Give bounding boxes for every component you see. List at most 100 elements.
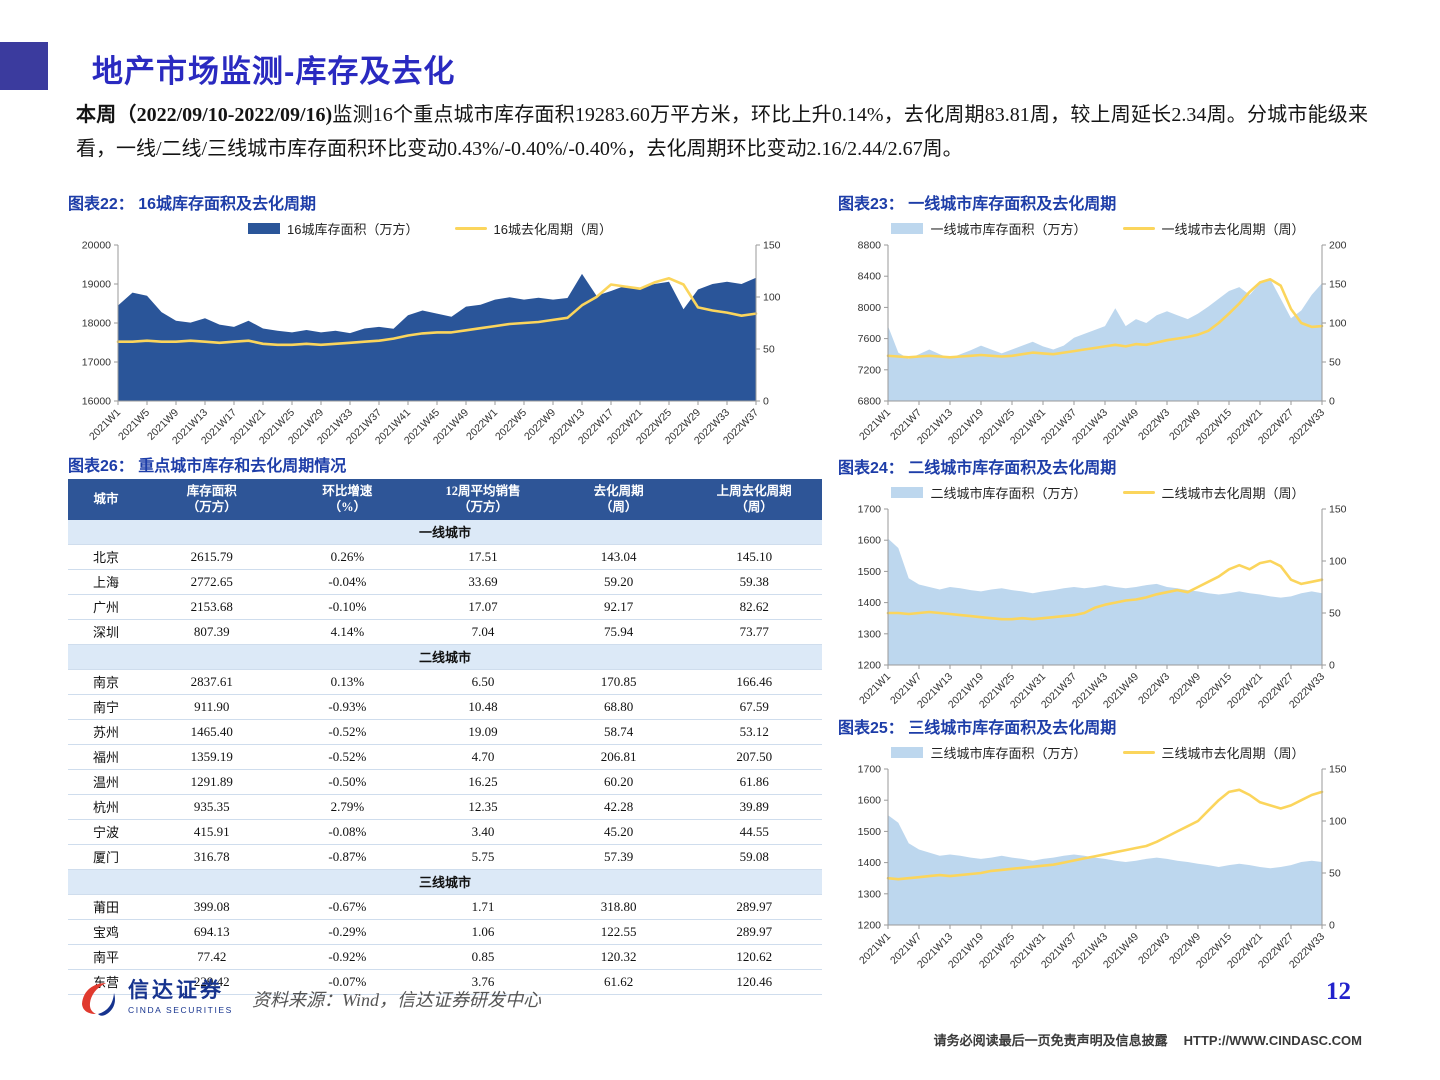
- svg-text:1400: 1400: [858, 857, 882, 869]
- summary-paragraph: 本周（2022/09/10-2022/09/16)监测16个重点城市库存面积19…: [76, 98, 1368, 167]
- svg-text:50: 50: [1329, 608, 1341, 620]
- table-row: 上海 2772.65 -0.04% 33.69 59.20 59.38: [68, 569, 822, 595]
- value-cell: 415.91: [144, 819, 280, 845]
- legend-label: 16城库存面积（万方）: [287, 221, 419, 237]
- svg-text:100: 100: [1329, 816, 1347, 828]
- city-name-cell: 杭州: [68, 794, 144, 820]
- value-cell: 0.85: [415, 944, 551, 970]
- summary-body: 监测16个重点城市库存面积19283.60万平方米，环比上升0.14%，去化周期…: [76, 104, 1369, 161]
- chart-legend: 三线城市库存面积（万方） 三线城市去化周期（周）: [838, 741, 1358, 763]
- chart-block-22: 图表22： 16城库存面积及去化周期 16城库存面积（万方） 16城去化周期（周）…: [68, 190, 792, 458]
- legend-item: 一线城市去化周期（周）: [1122, 219, 1305, 238]
- value-cell: 143.04: [550, 544, 687, 570]
- chart-title: 图表25： 三线城市库存面积及去化周期: [838, 720, 1117, 737]
- svg-text:100: 100: [1329, 556, 1347, 568]
- legend-label: 三线城市库存面积（万方）: [930, 745, 1087, 761]
- value-cell: 45.20: [550, 819, 687, 845]
- value-cell: 6.50: [415, 669, 551, 695]
- value-cell: 67.59: [686, 694, 822, 720]
- value-cell: 2.79%: [279, 794, 416, 820]
- svg-text:8800: 8800: [858, 240, 882, 252]
- value-cell: -0.29%: [279, 919, 416, 945]
- value-cell: 58.74: [550, 719, 687, 745]
- value-cell: 206.81: [550, 744, 687, 770]
- value-cell: 4.14%: [279, 619, 416, 645]
- svg-text:2021W1: 2021W1: [857, 671, 893, 707]
- svg-text:150: 150: [1329, 279, 1347, 291]
- table-section-row: 三线城市: [68, 869, 822, 895]
- legend-label: 16城去化周期（周）: [493, 221, 612, 237]
- table-row: 南京 2837.61 0.13% 6.50 170.85 166.46: [68, 669, 822, 695]
- svg-text:1700: 1700: [858, 764, 882, 776]
- value-cell: 166.46: [686, 669, 822, 695]
- value-cell: 5.75: [415, 844, 551, 870]
- value-cell: 807.39: [144, 619, 280, 645]
- value-cell: 935.35: [144, 794, 280, 820]
- value-cell: 53.12: [686, 719, 822, 745]
- svg-text:7600: 7600: [858, 333, 882, 345]
- svg-text:1400: 1400: [858, 597, 882, 609]
- svg-text:1600: 1600: [858, 535, 882, 547]
- city-name-cell: 广州: [68, 594, 144, 620]
- svg-text:200: 200: [1329, 240, 1347, 252]
- city-name-cell: 宁波: [68, 819, 144, 845]
- cinda-logo-text: 信达证券 CINDA SECURITIES: [128, 979, 233, 1014]
- legend-line-swatch: [1122, 750, 1155, 754]
- chart-block-25: 图表25： 三线城市库存面积及去化周期 三线城市库存面积（万方） 三线城市去化周期…: [838, 714, 1358, 982]
- svg-text:20000: 20000: [82, 240, 111, 252]
- city-name-cell: 南平: [68, 944, 144, 970]
- value-cell: 82.62: [686, 594, 822, 620]
- table-header-cell: 12周平均销售 （万方）: [415, 479, 551, 520]
- table-header-cell: 库存面积 （万方）: [144, 479, 280, 520]
- legend-area-swatch: [891, 222, 924, 234]
- table-row: 广州 2153.68 -0.10% 17.07 92.17 82.62: [68, 594, 822, 620]
- city-name-cell: 东营: [68, 969, 144, 995]
- svg-text:19000: 19000: [82, 279, 111, 291]
- table-header-cell: 去化周期 （周）: [550, 479, 687, 520]
- svg-text:2022W3: 2022W3: [1136, 671, 1172, 707]
- svg-text:100: 100: [763, 292, 781, 304]
- value-cell: 73.77: [686, 619, 822, 645]
- value-cell: -0.50%: [279, 769, 416, 795]
- legend-area-swatch: [891, 746, 924, 758]
- city-name-cell: 北京: [68, 544, 144, 570]
- page-title: 地产市场监测-库存及去化: [92, 54, 456, 89]
- table-row: 宁波 415.91 -0.08% 3.40 45.20 44.55: [68, 819, 822, 845]
- table-row: 南平 77.42 -0.92% 0.85 120.32 120.62: [68, 944, 822, 970]
- table-section-label: 一线城市: [68, 519, 822, 545]
- svg-text:17000: 17000: [82, 357, 111, 369]
- table-section-row: 二线城市: [68, 644, 822, 670]
- legend-line-swatch: [454, 226, 487, 230]
- svg-text:50: 50: [1329, 868, 1341, 880]
- value-cell: 1.06: [415, 919, 551, 945]
- chart-svg: 1200 1300 1400 1500 1600 1700 0 50 100 150 2021W1 2…: [857, 764, 1347, 971]
- value-cell: 229.42: [144, 969, 280, 995]
- svg-text:1300: 1300: [858, 888, 882, 900]
- table-section-label: 三线城市: [68, 869, 822, 895]
- value-cell: 4.70: [415, 744, 551, 770]
- page-number: 12: [1326, 978, 1351, 1005]
- value-cell: 77.42: [144, 944, 280, 970]
- legend-label: 二线城市库存面积（万方）: [930, 485, 1087, 501]
- value-cell: 207.50: [686, 744, 822, 770]
- table-header-cell: 城市: [68, 479, 144, 520]
- value-cell: 3.76: [415, 969, 551, 995]
- value-cell: 57.39: [550, 844, 687, 870]
- value-cell: -0.08%: [279, 819, 416, 845]
- chart-svg: 16000170001800019000200000501001502021W1…: [82, 240, 781, 447]
- value-cell: -0.92%: [279, 944, 416, 970]
- value-cell: 59.08: [686, 844, 822, 870]
- city-name-cell: 苏州: [68, 719, 144, 745]
- table-row: 杭州 935.35 2.79% 12.35 42.28 39.89: [68, 794, 822, 820]
- value-cell: 1291.89: [144, 769, 280, 795]
- svg-text:8400: 8400: [858, 271, 882, 283]
- value-cell: 68.80: [550, 694, 687, 720]
- website-url: HTTP://WWW.CINDASC.COM: [1183, 1033, 1362, 1048]
- svg-text:2022W3: 2022W3: [1136, 407, 1172, 443]
- summary-lead: 本周（2022/09/10-2022/09/16): [76, 104, 333, 126]
- city-name-cell: 温州: [68, 769, 144, 795]
- table-row: 厦门 316.78 -0.87% 5.75 57.39 59.08: [68, 844, 822, 870]
- value-cell: 59.38: [686, 569, 822, 595]
- city-name-cell: 宝鸡: [68, 919, 144, 945]
- value-cell: 7.04: [415, 619, 551, 645]
